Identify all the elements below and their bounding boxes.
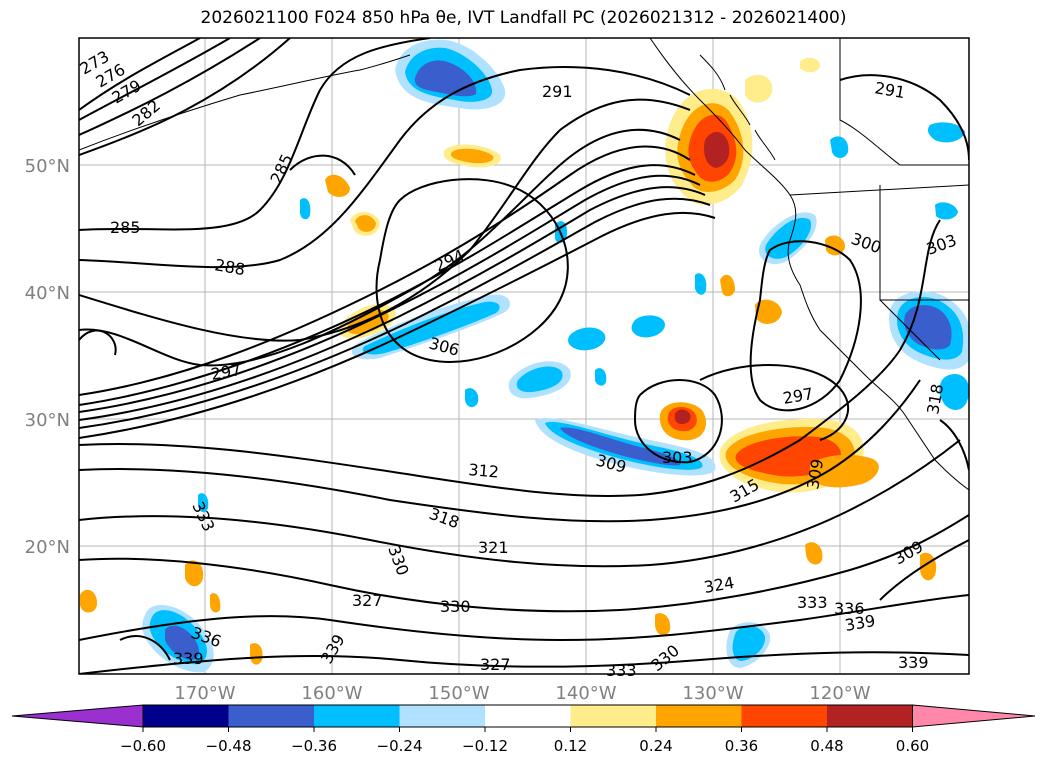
contour-label: 327 — [480, 655, 511, 674]
lon-tick-label: 170°W — [174, 683, 235, 704]
colorbar-tick-label: 0.12 — [554, 737, 587, 755]
colorbar-bin — [485, 705, 571, 727]
contour-label: 330 — [440, 597, 471, 616]
lon-tick-label: 120°W — [809, 683, 870, 704]
colorbar-tick-label: 0.24 — [639, 737, 672, 755]
lat-tick-label: 30°N — [25, 410, 70, 431]
lon-tick-label: 150°W — [428, 683, 489, 704]
colorbar-bin — [570, 705, 656, 727]
contour-label: 336 — [834, 599, 865, 618]
colorbar-tick-label: 0.36 — [725, 737, 758, 755]
colorbar-bin — [827, 705, 913, 727]
lat-tick-label: 50°N — [25, 156, 70, 177]
contour-label: 321 — [478, 538, 509, 557]
lon-tick-label: 160°W — [301, 683, 362, 704]
colorbar-bin — [656, 705, 742, 727]
contour-label: 327 — [352, 591, 383, 610]
colorbar-bin — [314, 705, 400, 727]
colorbar: −0.60 −0.48 −0.36 −0.24 −0.12 0.12 0.24 … — [11, 704, 1036, 755]
longitude-labels: 170°W 160°W 150°W 140°W 130°W 120°W — [174, 683, 870, 704]
lon-tick-label: 140°W — [555, 683, 616, 704]
lat-tick-label: 40°N — [25, 283, 70, 304]
contour-label: 339 — [173, 649, 204, 668]
contour-label: 339 — [898, 653, 929, 672]
colorbar-tick-label: 0.48 — [810, 737, 843, 755]
lat-tick-label: 20°N — [25, 537, 70, 558]
colorbar-tick-label: 0.60 — [896, 737, 929, 755]
colorbar-over-triangle — [912, 704, 1036, 728]
colorbar-bin — [228, 705, 314, 727]
colorbar-bin — [143, 705, 229, 727]
lon-tick-label: 130°W — [682, 683, 743, 704]
colorbar-tick-label: −0.36 — [291, 737, 337, 755]
map-panel — [79, 38, 969, 674]
map-frame — [78, 37, 970, 675]
colorbar-bin — [741, 705, 827, 727]
colorbar-bin — [399, 705, 485, 727]
colorbar-tick-label: −0.24 — [377, 737, 423, 755]
contour-label: 333 — [797, 593, 828, 612]
contour-label: 291 — [542, 82, 573, 101]
contour-label: 285 — [110, 218, 141, 237]
colorbar-tick-label: −0.48 — [206, 737, 252, 755]
colorbar-tick-label: −0.12 — [462, 737, 508, 755]
theta-e-contours — [79, 38, 969, 674]
latitude-labels: 50°N 40°N 30°N 20°N — [25, 156, 70, 558]
colorbar-tick-label: −0.60 — [120, 737, 166, 755]
map-title: 2026021100 F024 850 hPa θe, IVT Landfall… — [200, 8, 847, 28]
contour-label: 312 — [468, 460, 500, 482]
colorbar-under-triangle — [11, 704, 144, 728]
contour-label: 333 — [606, 661, 637, 680]
contour-label: 303 — [662, 448, 693, 467]
shading-patches — [80, 39, 969, 673]
coastlines — [79, 38, 969, 491]
